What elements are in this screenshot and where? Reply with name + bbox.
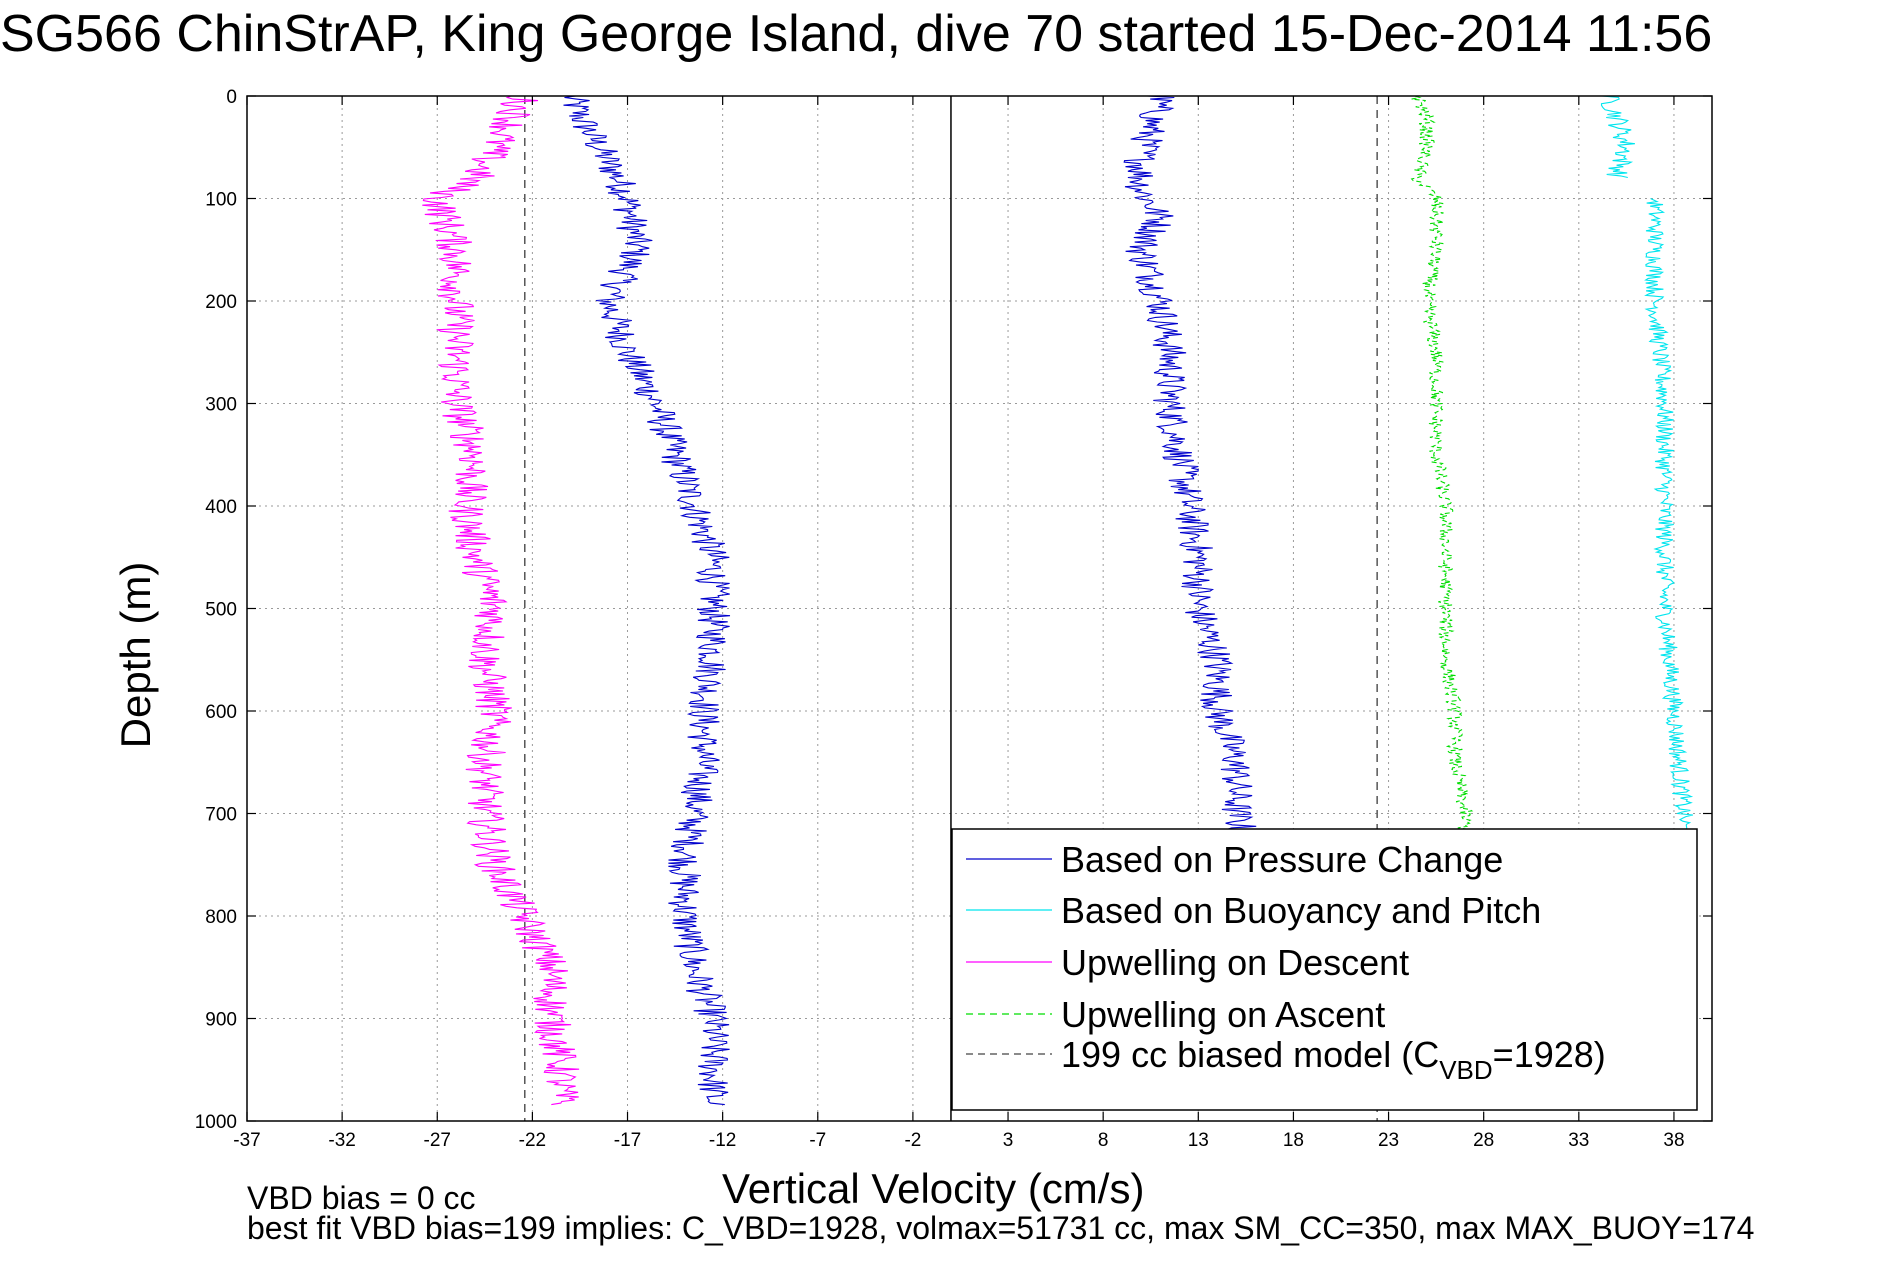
- x-tick-label: 38: [1663, 1130, 1684, 1151]
- y-tick-label: 900: [205, 1010, 237, 1031]
- legend-box: [951, 828, 1698, 1111]
- x-tick-label: 8: [1098, 1130, 1109, 1151]
- y-tick-label: 200: [205, 292, 237, 313]
- series-pressure_descent: [563, 95, 731, 1106]
- x-tick-label: 33: [1568, 1130, 1589, 1151]
- series-layer: [422, 95, 1695, 1106]
- y-tick-label: 1000: [195, 1112, 237, 1133]
- x-tick-label: 13: [1188, 1130, 1209, 1151]
- x-tick-label: -22: [519, 1130, 546, 1151]
- legend-label-upwelling-descent: Upwelling on Descent: [1061, 942, 1409, 983]
- x-tick-label: -12: [709, 1130, 736, 1151]
- legend-label-pressure: Based on Pressure Change: [1061, 839, 1503, 880]
- legend-label-biased-model-main: 199 cc biased model (C: [1061, 1034, 1439, 1075]
- legend-label-biased-model-tail: =1928): [1493, 1034, 1606, 1075]
- x-tick-label: -7: [809, 1130, 826, 1151]
- series-buoyancy_descent: [1600, 95, 1635, 179]
- chart-title: SG566 ChinStrAP, King George Island, div…: [0, 5, 1713, 63]
- series-upwelling_descent: [422, 95, 580, 1106]
- y-axis-label: Depth (m): [112, 561, 159, 749]
- series-upwelling_ascent: [1410, 95, 1474, 835]
- tick-layer: -37 -32 -27 -22 -17 -12 -7 -2 3 8 13 18 23 28 33 380100…: [195, 87, 1712, 1151]
- x-axis-label: Vertical Velocity (cm/s): [722, 1165, 1145, 1212]
- legend: Based on Pressure Change Based on Buoyan…: [951, 828, 1698, 1111]
- series-buoyancy_ascent: [1644, 198, 1695, 896]
- y-tick-label: 600: [205, 702, 237, 723]
- y-tick-label: 400: [205, 497, 237, 518]
- legend-label-buoyancy: Based on Buoyancy and Pitch: [1061, 890, 1541, 931]
- y-tick-label: 0: [226, 87, 237, 108]
- y-tick-label: 300: [205, 395, 237, 416]
- y-tick-label: 800: [205, 907, 237, 928]
- legend-label-biased-model: 199 cc biased model (CVBD=1928): [1061, 1034, 1606, 1085]
- x-tick-label: 28: [1473, 1130, 1494, 1151]
- x-tick-label: 23: [1378, 1130, 1399, 1151]
- x-tick-label: -2: [904, 1130, 921, 1151]
- y-tick-label: 100: [205, 190, 237, 211]
- y-tick-label: 700: [205, 805, 237, 826]
- legend-label-biased-model-sub: VBD: [1439, 1055, 1492, 1085]
- x-tick-label: -37: [233, 1130, 260, 1151]
- best-fit-note: best fit VBD bias=199 implies: C_VBD=192…: [247, 1210, 1755, 1246]
- x-tick-label: -17: [614, 1130, 641, 1151]
- vbd-bias-note: VBD bias = 0 cc: [247, 1180, 476, 1216]
- y-tick-label: 500: [205, 600, 237, 621]
- legend-label-upwelling-ascent: Upwelling on Ascent: [1061, 994, 1385, 1035]
- series-pressure_ascent: [1123, 95, 1258, 844]
- x-tick-label: 3: [1003, 1130, 1014, 1151]
- x-tick-label: 18: [1283, 1130, 1304, 1151]
- x-tick-label: -32: [328, 1130, 355, 1151]
- x-tick-label: -27: [424, 1130, 451, 1151]
